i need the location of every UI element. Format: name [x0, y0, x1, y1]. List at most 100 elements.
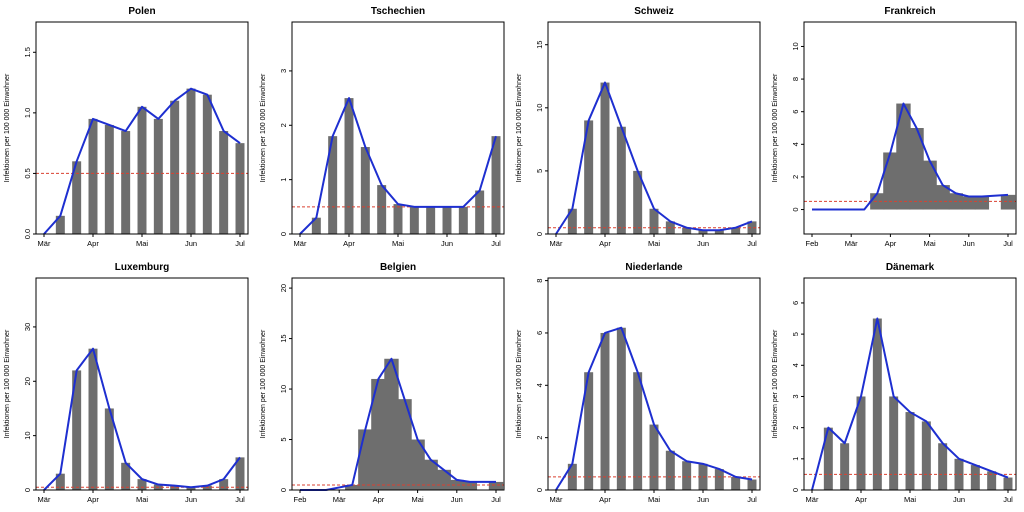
bar [616, 126, 626, 234]
bar [856, 396, 866, 490]
bar [921, 421, 931, 490]
chart-panel: Belgien 0 5 10 15 20 Feb Mär Apr Mai Jun Jul Infekti… [256, 256, 512, 512]
x-tick-label: Mai [924, 239, 936, 248]
bar [665, 450, 675, 490]
y-tick-label: 5 [535, 169, 544, 173]
x-tick-label: Jun [697, 239, 709, 248]
x-tick-label: Mär [38, 495, 51, 504]
bar [872, 318, 882, 490]
series-line [555, 81, 753, 235]
y-tick-label: 20 [279, 284, 288, 292]
x-tick-label: Mär [550, 239, 563, 248]
bar [1003, 477, 1013, 490]
bar [584, 120, 594, 234]
x-tick-label: Jul [1003, 495, 1013, 504]
bar [649, 424, 659, 490]
bar [491, 136, 501, 234]
x-tick-label: Jul [491, 239, 501, 248]
x-tick-label: Mai [648, 239, 660, 248]
y-tick-label: 15 [535, 41, 544, 49]
y-tick-label: 6 [535, 331, 544, 335]
bar [974, 196, 990, 210]
bar [426, 206, 436, 234]
y-tick-label: 1.5 [23, 47, 32, 57]
bar [170, 100, 180, 235]
bar [360, 147, 370, 234]
y-tick-label: 5 [791, 332, 800, 336]
y-tick-label: 2 [791, 175, 800, 179]
x-tick-label: Apr [855, 495, 867, 504]
series-line [299, 97, 497, 235]
y-tick-label: 0 [279, 488, 288, 492]
x-tick-label: Mär [294, 239, 307, 248]
chart-title: Polen [128, 6, 155, 17]
chart-panel: Polen 0.0 0.5 1.0 1.5 Mär Apr Mai Jun Jul Infektio… [0, 0, 256, 256]
bar [72, 161, 82, 234]
chart-svg: Niederlande 0 2 4 6 8 Mär Apr Mai Jun Jul Infektion… [516, 262, 761, 504]
chart-title: Frankreich [884, 6, 935, 17]
y-tick-label: 10 [791, 42, 800, 50]
chart-panel: Luxemburg 0 10 20 30 Mär Apr Mai Jun Jul Infektion… [0, 256, 256, 512]
bar [698, 230, 708, 234]
bar [328, 136, 338, 234]
x-tick-label: Apr [599, 239, 611, 248]
x-tick-label: Mai [392, 239, 404, 248]
y-tick-label: 6 [791, 110, 800, 114]
chart-title: Luxemburg [115, 262, 169, 273]
x-tick-label: Feb [806, 239, 819, 248]
x-tick-label: Mai [136, 495, 148, 504]
bar [649, 208, 659, 234]
bar [377, 185, 387, 234]
y-axis-label: Infektionen per 100 000 Einwohner [772, 329, 779, 438]
bar [633, 170, 643, 234]
bar [384, 358, 399, 490]
y-tick-label: 10 [279, 385, 288, 393]
bar [186, 88, 196, 234]
bar [137, 479, 147, 490]
chart-title: Niederlande [625, 262, 683, 273]
bar [840, 443, 850, 490]
y-tick-label: 3 [791, 394, 800, 398]
bar [202, 485, 212, 490]
bar [682, 461, 692, 490]
series-line [300, 357, 496, 491]
bar [121, 462, 131, 490]
x-tick-label: Mai [412, 495, 424, 504]
bar [72, 370, 82, 490]
bar [567, 463, 577, 490]
x-tick-label: Jun [185, 239, 197, 248]
bar [905, 412, 915, 490]
y-tick-label: 4 [791, 363, 800, 367]
y-tick-label: 0.5 [23, 168, 32, 178]
x-tick-label: Mär [806, 495, 819, 504]
bar [987, 471, 997, 490]
x-tick-label: Jun [441, 239, 453, 248]
bar [714, 230, 724, 234]
bar [616, 327, 626, 490]
chart-svg: Frankreich 0 2 4 6 8 10 Feb Mär Apr Mai Jun Jul Infek… [772, 6, 1017, 248]
bar [202, 94, 212, 234]
bar [88, 118, 98, 234]
y-tick-label: 1 [791, 457, 800, 461]
x-tick-label: Jul [1003, 239, 1013, 248]
bar [462, 481, 478, 490]
bar [584, 372, 594, 490]
y-tick-label: 0 [791, 488, 800, 492]
bar [714, 469, 724, 490]
series-line [555, 326, 753, 491]
chart-svg: Luxemburg 0 10 20 30 Mär Apr Mai Jun Jul Infektion… [4, 262, 249, 504]
y-tick-label: 15 [279, 334, 288, 342]
bar [393, 204, 403, 234]
y-tick-label: 0 [279, 232, 288, 236]
bar [88, 348, 98, 490]
y-tick-label: 8 [535, 279, 544, 283]
chart-panel: Frankreich 0 2 4 6 8 10 Feb Mär Apr Mai Jun Jul Infek… [768, 0, 1024, 256]
x-tick-label: Jul [235, 239, 245, 248]
bar [186, 487, 196, 490]
bar [344, 98, 354, 234]
bar [458, 206, 468, 234]
y-tick-label: 10 [535, 104, 544, 112]
y-tick-label: 0.0 [23, 229, 32, 239]
y-tick-label: 8 [791, 77, 800, 81]
